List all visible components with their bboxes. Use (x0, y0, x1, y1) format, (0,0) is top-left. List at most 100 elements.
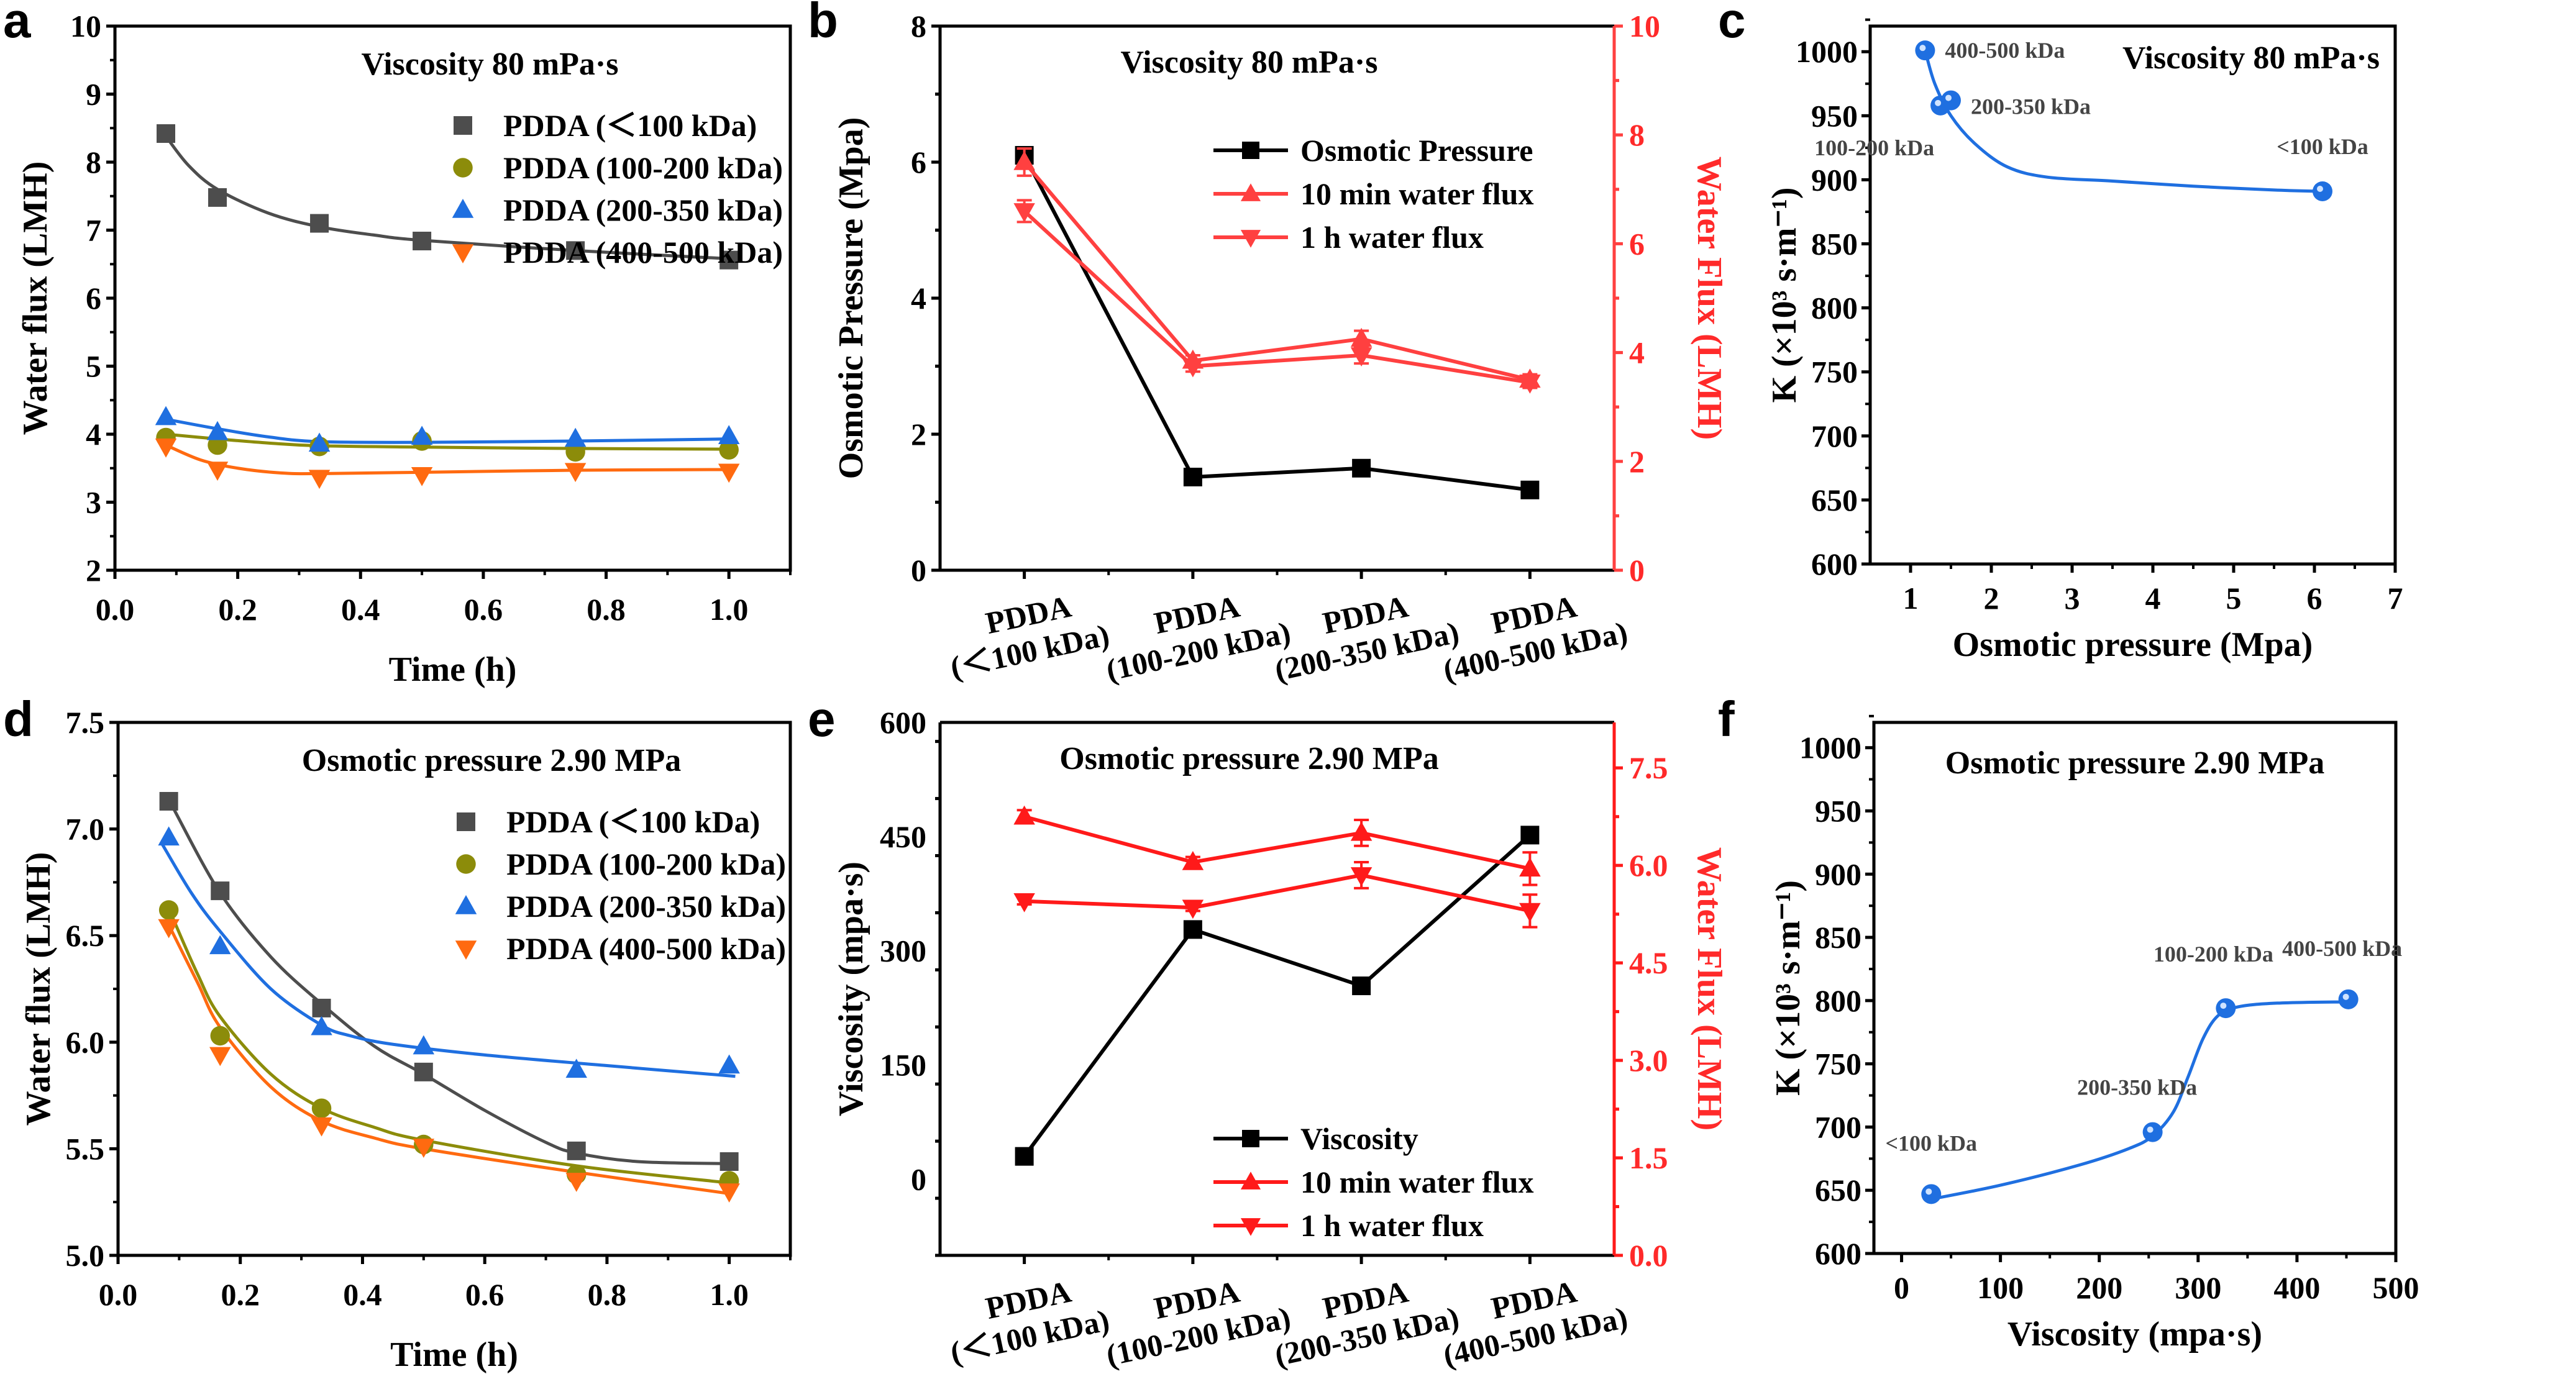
x-tick-label: 0.4 (341, 592, 380, 627)
legend-label: PDDA (200-350 kDa) (503, 193, 783, 227)
y-tick-label: 5.5 (66, 1131, 105, 1166)
data-point (1519, 857, 1541, 877)
data-point (211, 881, 230, 901)
data-point (2216, 998, 2236, 1019)
x-tick-label: 0 (1894, 1270, 1909, 1305)
data-point (718, 1183, 740, 1203)
x-tick-label: 0.4 (343, 1277, 382, 1312)
data-point (1182, 899, 1204, 919)
x-tick-label: 1.0 (710, 1277, 749, 1312)
x-tick-label: 200 (2076, 1270, 2122, 1305)
data-point (564, 463, 587, 483)
legend-label: Osmotic Pressure (1300, 133, 1533, 168)
y-tick-label: 7 (86, 213, 101, 248)
y-tick-label: 5.0 (66, 1238, 105, 1273)
data-point (1013, 893, 1035, 912)
y-axis-title: Water flux (LMH) (19, 852, 58, 1126)
x-tick-label: 0.0 (96, 592, 135, 627)
legend-label: PDDA (400-500 kDa) (503, 235, 783, 270)
point-label: 100-200 kDa (2154, 942, 2273, 967)
y-tick-label: 3 (86, 485, 101, 520)
legend-marker (1242, 1130, 1259, 1147)
x-tick-label: 100 (1977, 1270, 2024, 1305)
x-category-label: PDDA(＜100 kDa) (939, 1267, 1112, 1370)
data-point (411, 466, 433, 486)
y-tick-label: 900 (1811, 162, 1858, 197)
data-point (1520, 480, 1540, 499)
y-tick-label: 1000 (1796, 34, 1858, 69)
y2-tick-label: 2 (1629, 444, 1645, 479)
series-line-0 (1022, 154, 1530, 492)
x-tick-label: 400 (2273, 1270, 2320, 1305)
data-point (1352, 976, 1371, 996)
data-point (564, 427, 587, 447)
series-line-1 (1023, 814, 1530, 871)
panel-letter-d: d (3, 691, 34, 747)
y-tick-label: 2 (86, 553, 101, 588)
panel-a: 2 3 4 5 6 7 8 9 10 0.0 0.2 0.4 0.6 0.8 1.0 Time (h) Wate… (16, 9, 792, 689)
y-tick-label: 150 (880, 1048, 926, 1083)
y-tick-label: 300 (880, 934, 926, 968)
data-point (155, 406, 177, 425)
plot-frame (1872, 721, 2398, 1255)
x-axis-title: Time (h) (390, 1335, 518, 1374)
data-point (2142, 1122, 2163, 1142)
y-axis-title: Water flux (LMH) (16, 162, 55, 435)
point-highlight (2317, 185, 2323, 192)
legend-marker (1240, 1218, 1261, 1236)
panel-letter-c: c (1718, 0, 1746, 48)
data-point (208, 188, 227, 207)
y-tick-label: 900 (1815, 857, 1861, 891)
data-point (1350, 327, 1372, 347)
x-tick-label: 2 (1984, 581, 1999, 616)
y-axis-title: K (×10³ s·m⁻¹) (1769, 880, 1807, 1096)
y-axis-title: Osmotic Pressure (Mpa) (832, 117, 870, 480)
data-point (312, 998, 331, 1017)
legend-marker (456, 854, 476, 874)
legend-label: Viscosity (1300, 1121, 1418, 1156)
point-highlight (1925, 1188, 1932, 1195)
data-point (311, 1117, 332, 1137)
legend-marker (455, 895, 477, 914)
point-highlight (1935, 99, 1942, 106)
y-tick-label: 950 (1815, 794, 1861, 829)
data-point (1519, 903, 1541, 922)
y-tick-label: 0 (911, 553, 926, 588)
panel-letter-a: a (3, 0, 31, 48)
point-highlight (2220, 1003, 2227, 1009)
y-tick-label: 6 (86, 281, 101, 316)
data-point (157, 124, 176, 143)
legend-label: PDDA (100-200 kDa) (503, 150, 783, 185)
x-tick-label: 300 (2175, 1270, 2221, 1305)
y2-tick-label: 0.0 (1629, 1238, 1668, 1273)
plot-frame (116, 721, 792, 1257)
y-tick-label: 0 (911, 1162, 926, 1196)
x-category-label: PDDA(100-200 kDa) (1095, 580, 1293, 688)
legend-marker (1240, 1172, 1261, 1190)
data-point (1519, 375, 1541, 394)
legend-marker (1240, 230, 1261, 248)
x-category-label: PDDA(100-200 kDa) (1095, 1265, 1293, 1373)
y2-axis-title: Water Flux (LMH) (1690, 157, 1729, 440)
data-point (1352, 458, 1371, 478)
x-tick-label: 500 (2373, 1270, 2419, 1305)
data-point (1013, 151, 1035, 170)
data-point (158, 826, 180, 846)
x-category-label: PDDA(200-350 kDa) (1264, 1265, 1462, 1373)
x-tick-label: 1 (1903, 581, 1919, 616)
y-tick-label: 1000 (1799, 730, 1861, 765)
y-tick-label: 700 (1815, 1109, 1861, 1144)
panel-b: 0 2 4 6 8 0 2 4 6 8 10 PDDA(＜100 kDa)PDDA(100-200 k… (832, 9, 1729, 688)
y-tick-label: 9 (86, 77, 101, 112)
y-tick-label: 750 (1815, 1047, 1861, 1081)
data-point (719, 250, 739, 270)
y-tick-label: 700 (1811, 419, 1858, 453)
point-label: 100-200 kDa (1814, 135, 1934, 160)
data-point (2338, 989, 2359, 1009)
panel-title: Viscosity 80 mPa·s (361, 47, 618, 82)
y-tick-label: 7.0 (66, 812, 105, 847)
data-point (311, 1098, 332, 1118)
data-point (310, 214, 329, 233)
data-point (206, 421, 229, 440)
y-tick-label: 800 (1811, 291, 1858, 325)
